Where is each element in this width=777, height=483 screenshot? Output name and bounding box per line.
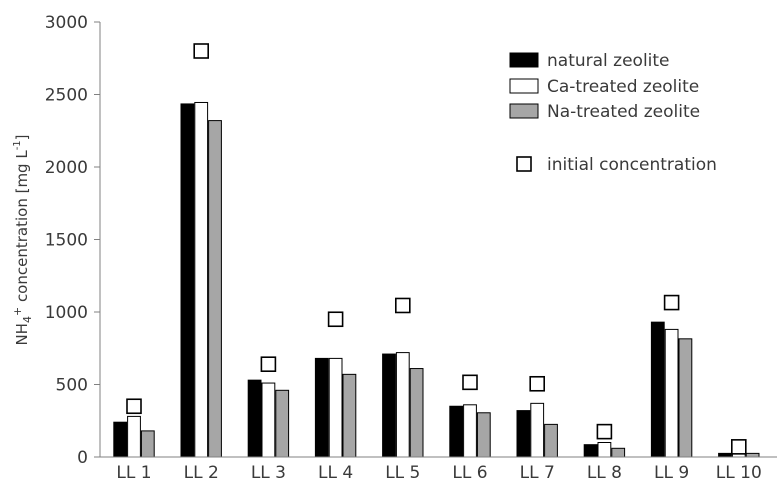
legend-label: natural zeolite (547, 51, 670, 71)
initial-concentration-marker (529, 375, 546, 392)
svg-text:NH4+ concentration [mg L-1]: NH4+ concentration [mg L-1] (11, 134, 34, 345)
bar-natural-zeolite (247, 379, 262, 458)
bar-na-treated-zeolite (409, 368, 424, 458)
legend-label: Ca-treated zeolite (547, 77, 699, 97)
legend: natural zeolite Ca-treated zeolite Na-trea… (509, 51, 717, 175)
legend-marker (516, 156, 532, 172)
initial-concentration-marker (193, 43, 209, 59)
y-tick-label: 0 (77, 448, 88, 468)
bar-ca-treated-zeolite (664, 328, 679, 458)
bar-ca-treated-zeolite (261, 382, 276, 458)
x-tick-label: LL 3 (251, 463, 286, 483)
bar-natural-zeolite (516, 410, 531, 458)
bar-natural-zeolite (382, 353, 396, 458)
ylabel-middle: concentration [mg L (13, 150, 31, 307)
y-tick-label: 500 (56, 376, 88, 396)
bar-natural-zeolite (314, 357, 329, 458)
bar-ca-treated-zeolite (328, 357, 343, 458)
y-tick-label: 2500 (45, 86, 88, 106)
initial-concentration-marker (394, 297, 411, 314)
x-tick-label: LL 1 (116, 463, 151, 483)
ylabel-sup2: -1 (12, 140, 23, 150)
x-tick-label: LL 8 (587, 463, 622, 483)
initial-concentration-marker (663, 294, 680, 311)
bar-natural-zeolite (718, 452, 732, 458)
x-tick-label: LL 4 (318, 463, 353, 483)
ylabel-sub: 4 (21, 316, 34, 323)
x-tick-label: LL 7 (520, 463, 555, 483)
initial-concentration-marker (596, 423, 613, 440)
x-tick-label: LL 2 (184, 463, 219, 483)
ylabel-sup: + (11, 307, 24, 316)
bar-ca-treated-zeolite (127, 415, 141, 458)
bar-ca-treated-zeolite (463, 404, 477, 458)
y-axis-label: NH4+ concentration [mg L-1] (11, 134, 34, 345)
legend-swatch (509, 78, 539, 94)
bar-natural-zeolite (180, 103, 195, 458)
y-tick-label: 1000 (45, 303, 88, 323)
legend-label: Na-treated zeolite (547, 102, 700, 122)
y-tick-label: 1500 (45, 231, 88, 251)
bar-na-treated-zeolite (476, 412, 491, 458)
bar-na-treated-zeolite (544, 423, 558, 458)
y-tick-label: 2000 (45, 158, 88, 178)
x-tick-label: LL 9 (654, 463, 689, 483)
bar-ca-treated-zeolite (395, 352, 410, 458)
legend-label: initial concentration (547, 155, 717, 175)
x-ticks: LL 1 LL 2 LL 3 LL 4 LL 5 LL 6 LL 7 LL 8 LL 9 LL 1… (116, 463, 761, 483)
x-tick-label: LL 6 (452, 463, 487, 483)
bar-na-treated-zeolite (275, 389, 290, 458)
initial-concentration-marker (462, 374, 478, 391)
bar-ca-treated-zeolite (194, 101, 209, 458)
x-tick-label: LL 10 (716, 463, 762, 483)
bar-na-treated-zeolite (745, 452, 760, 458)
bar-na-treated-zeolite (611, 447, 626, 458)
legend-swatch (509, 52, 539, 68)
bar-natural-zeolite (583, 444, 598, 458)
bars (113, 101, 760, 458)
ylabel-prefix: NH (13, 323, 31, 346)
y-tick-label: 3000 (45, 13, 88, 33)
bar-na-treated-zeolite (342, 373, 357, 458)
initial-concentration-marker (126, 398, 142, 415)
legend-swatch (509, 103, 539, 119)
bar-ca-treated-zeolite (597, 442, 612, 458)
bar-na-treated-zeolite (208, 120, 222, 458)
bar-natural-zeolite (650, 321, 665, 458)
bar-ca-treated-zeolite (530, 402, 545, 458)
bar-natural-zeolite (113, 421, 128, 458)
initial-concentration-marker (327, 311, 344, 328)
initial-concentration-markers (126, 43, 747, 455)
ylabel-suffix: ] (13, 134, 31, 140)
initial-concentration-marker (260, 356, 277, 373)
x-tick-label: LL 5 (385, 463, 420, 483)
y-ticks: 0 500 1000 1500 2000 2500 3000 (45, 13, 100, 468)
bar-na-treated-zeolite (678, 338, 693, 458)
initial-concentration-marker (730, 439, 747, 455)
bar-natural-zeolite (449, 405, 464, 458)
bar-na-treated-zeolite (140, 430, 155, 458)
